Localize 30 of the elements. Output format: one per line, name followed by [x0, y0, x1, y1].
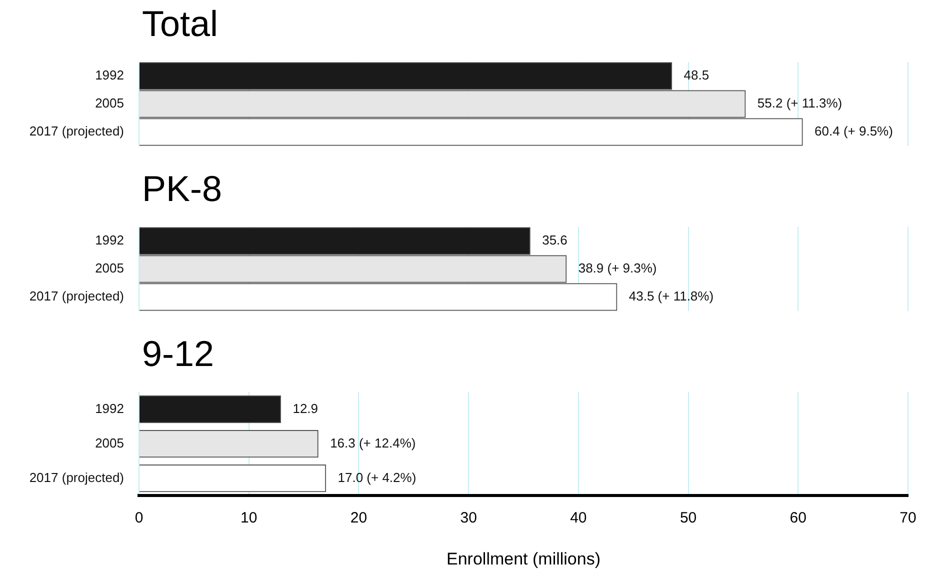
y-tick-label: 1992: [95, 400, 124, 416]
data-label: 35.6: [542, 232, 568, 248]
chart-title: Total: [142, 2, 218, 44]
y-tick-label: 2017 (projected): [29, 470, 124, 485]
x-tick-label: 70: [900, 510, 916, 527]
x-tick-label: 40: [570, 510, 587, 527]
data-label: 16.3 (+ 12.4%): [330, 435, 416, 450]
y-tick-label: 2005: [95, 96, 124, 111]
y-tick-label: 2005: [95, 260, 124, 276]
chart-title: 9-12: [142, 332, 214, 374]
x-tick-label: 20: [350, 510, 368, 527]
x-tick-label: 30: [460, 510, 477, 527]
y-tick-label: 2005: [95, 435, 124, 450]
y-tick-label: 1992: [95, 232, 124, 248]
y-tick-label: 2017 (projected): [29, 288, 124, 304]
data-label: 12.9: [292, 400, 318, 416]
y-tick-label: 1992: [95, 68, 124, 83]
x-tick-label: 50: [680, 510, 697, 527]
data-label: 38.9 (+ 9.3%): [578, 260, 657, 276]
data-label: 43.5 (+ 11.8%): [628, 288, 714, 304]
y-tick-label: 2017 (projected): [29, 124, 124, 139]
x-tick-label: 10: [240, 510, 258, 527]
data-label: 60.4 (+ 9.5%): [814, 124, 893, 139]
data-label: 17.0 (+ 4.2%): [338, 470, 416, 485]
data-label: 55.2 (+ 11.3%): [757, 96, 842, 111]
x-tick-label: 0: [134, 510, 144, 527]
x-tick-label: 60: [790, 510, 806, 527]
x-axis-title: Enrollment (millions): [446, 549, 600, 568]
chart-title: PK-8: [142, 168, 222, 209]
data-label: 48.5: [684, 68, 710, 83]
